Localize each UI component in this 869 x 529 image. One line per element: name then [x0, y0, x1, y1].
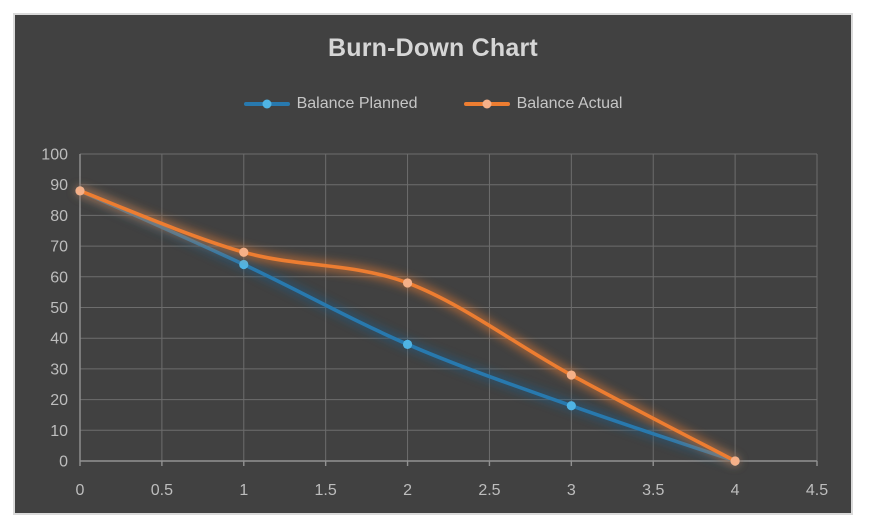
x-tick-label: 0: [76, 482, 85, 499]
data-point-marker-balance-actual: [566, 370, 576, 380]
legend-dot-icon: [482, 99, 492, 109]
x-tick-label: 3.5: [642, 482, 664, 499]
data-point-marker-balance-actual: [239, 247, 249, 257]
y-tick-label: 0: [59, 454, 68, 471]
legend-label: Balance Actual: [516, 95, 623, 112]
y-tick-label: 20: [50, 392, 68, 409]
x-tick-label: 1.5: [315, 482, 337, 499]
x-tick-label: 0.5: [151, 482, 173, 499]
x-tick-label: 1: [239, 482, 248, 499]
y-tick-label: 90: [50, 177, 68, 194]
legend-item-balance-actual[interactable]: Balance Actual: [463, 95, 623, 113]
y-tick-label: 70: [50, 239, 68, 256]
data-point-marker-balance-planned: [566, 401, 576, 411]
data-point-marker-balance-planned: [239, 259, 249, 270]
x-tick-label: 4: [731, 482, 740, 499]
y-tick-label: 10: [50, 423, 68, 440]
legend-label: Balance Planned: [296, 95, 418, 112]
data-point-marker-balance-actual: [402, 278, 413, 288]
legend-dot-icon: [262, 99, 272, 109]
y-tick-label: 30: [50, 361, 68, 378]
legend-line-marker-icon: [463, 99, 510, 109]
data-point-marker-balance-planned: [402, 339, 413, 349]
y-tick-label: 50: [50, 300, 68, 317]
x-tick-label: 3: [567, 482, 576, 499]
y-tick-label: 40: [50, 331, 68, 348]
y-tick-label: 100: [41, 147, 68, 164]
burn-down-chart: Burn-Down Chart Balance Planned Balance …: [13, 13, 853, 515]
legend-item-balance-planned[interactable]: Balance Planned: [243, 95, 418, 113]
chart-legend: Balance Planned Balance Actual: [15, 93, 851, 115]
x-tick-label: 2.5: [478, 482, 500, 499]
x-tick-label: 2: [403, 482, 412, 499]
chart-title: Burn-Down Chart: [328, 34, 538, 62]
x-tick-label: 4.5: [806, 482, 828, 499]
y-tick-label: 80: [50, 208, 68, 225]
plot-area: 0 10 20 30 40 50 60 70 80 90 100 0 0.5 1 1.5 2 2.5 3 3.5 4 4…: [41, 147, 828, 500]
data-point-marker-balance-actual: [730, 456, 740, 466]
data-point-marker-balance-actual: [75, 186, 85, 196]
legend-line-marker-icon: [243, 99, 290, 109]
y-tick-label: 60: [50, 269, 68, 286]
